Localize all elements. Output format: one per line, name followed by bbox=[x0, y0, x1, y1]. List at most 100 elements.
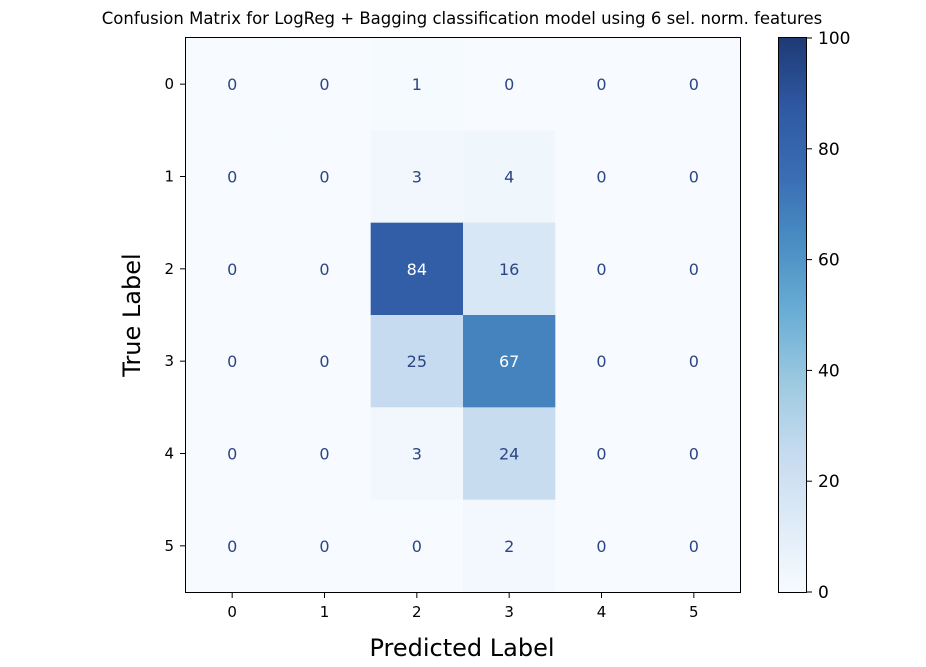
heatmap-cell bbox=[555, 315, 649, 408]
heatmap-cell bbox=[278, 315, 372, 408]
cell-value-label: 0 bbox=[596, 352, 606, 371]
x-axis-label: Predicted Label bbox=[369, 634, 554, 662]
heatmap-cell bbox=[370, 407, 464, 501]
heatmap-cell bbox=[278, 38, 372, 131]
heatmap-cell bbox=[370, 222, 464, 316]
x-tick-label: 2 bbox=[412, 603, 422, 621]
heatmap-cell bbox=[186, 38, 279, 131]
x-tick-label: 5 bbox=[689, 603, 699, 621]
y-tick-label: 0 bbox=[164, 75, 174, 93]
cell-value-label: 0 bbox=[227, 445, 237, 464]
cell-value-label: 3 bbox=[412, 168, 422, 187]
cell-value-label: 4 bbox=[504, 168, 514, 187]
heatmap-cell bbox=[370, 315, 464, 408]
heatmap-cell bbox=[647, 38, 741, 131]
cell-value-label: 1 bbox=[412, 75, 422, 94]
cell-value-label: 0 bbox=[412, 537, 422, 556]
heatmap-cell bbox=[555, 407, 649, 501]
colorbar bbox=[778, 37, 807, 593]
heatmap-cell bbox=[555, 499, 649, 593]
cell-value-label: 0 bbox=[319, 168, 329, 187]
cell-value-label: 0 bbox=[319, 352, 329, 371]
plot-frame bbox=[185, 37, 741, 593]
cell-value-label: 0 bbox=[319, 75, 329, 94]
cell-value-label: 84 bbox=[407, 260, 427, 279]
cell-value-label: 0 bbox=[596, 537, 606, 556]
cell-value-label: 0 bbox=[689, 75, 699, 94]
heatmap-cell bbox=[463, 499, 556, 593]
cell-value-label: 67 bbox=[499, 352, 519, 371]
cell-value-label: 3 bbox=[412, 445, 422, 464]
x-tick-label: 4 bbox=[597, 603, 607, 621]
heatmap-cell bbox=[463, 315, 556, 408]
cell-value-label: 0 bbox=[227, 352, 237, 371]
cell-value-label: 0 bbox=[504, 75, 514, 94]
colorbar-tick-label: 40 bbox=[818, 361, 840, 381]
heatmap-cell bbox=[647, 315, 741, 408]
heatmap-cell bbox=[186, 130, 279, 224]
colorbar-tick-label: 60 bbox=[818, 251, 840, 271]
heatmap-cell bbox=[186, 407, 279, 501]
cell-value-label: 0 bbox=[227, 75, 237, 94]
heatmap-cell bbox=[647, 499, 741, 593]
heatmap-cell bbox=[370, 38, 464, 131]
x-axis-ticks: 0 1 2 3 4 5 bbox=[227, 592, 699, 621]
heatmap-cell bbox=[278, 130, 372, 224]
heatmap-cell bbox=[278, 499, 372, 593]
cell-value-label: 0 bbox=[319, 260, 329, 279]
heatmap-cell bbox=[186, 222, 279, 316]
x-tick-label: 1 bbox=[320, 603, 330, 621]
heatmap-cell bbox=[555, 38, 649, 131]
heatmap-cell bbox=[555, 222, 649, 316]
heatmap-cell bbox=[370, 130, 464, 224]
cell-value-label: 24 bbox=[499, 445, 519, 464]
heatmap-cell bbox=[370, 499, 464, 593]
heatmap-cell bbox=[463, 222, 556, 316]
heatmap-cell bbox=[278, 407, 372, 501]
cell-value-label: 0 bbox=[689, 168, 699, 187]
y-tick-label: 5 bbox=[164, 537, 174, 555]
cell-value-label: 0 bbox=[319, 445, 329, 464]
heatmap-cell bbox=[463, 130, 556, 224]
y-tick-label: 3 bbox=[164, 352, 174, 370]
cell-value-label: 0 bbox=[319, 537, 329, 556]
cell-value-label: 0 bbox=[689, 445, 699, 464]
cell-value-label: 0 bbox=[227, 260, 237, 279]
cell-value-label: 0 bbox=[596, 445, 606, 464]
colorbar-tick-label: 20 bbox=[818, 472, 840, 492]
cell-value-label: 0 bbox=[689, 537, 699, 556]
heatmap-cell bbox=[463, 38, 556, 131]
colorbar-tick-label: 80 bbox=[818, 140, 840, 160]
cell-value-label: 0 bbox=[689, 352, 699, 371]
colorbar-tick-label: 100 bbox=[818, 29, 850, 49]
heatmap-cell bbox=[555, 130, 649, 224]
colorbar-ticks: 0 20 40 60 80 100 bbox=[806, 29, 850, 603]
heatmap-cells: 0 0 1 0 0 0 0 0 3 4 0 0 0 0 84 16 0 0 0 0 25 67 0 0 0 0 3 24 0 0 0 0 0 2 0… bbox=[186, 38, 741, 593]
heatmap-cell bbox=[647, 222, 741, 316]
cell-value-label: 0 bbox=[596, 260, 606, 279]
heatmap-cell bbox=[278, 222, 372, 316]
cell-value-label: 25 bbox=[407, 352, 427, 371]
x-tick-label: 0 bbox=[227, 603, 237, 621]
x-tick-label: 3 bbox=[504, 603, 514, 621]
heatmap-cell bbox=[647, 130, 741, 224]
cell-value-label: 0 bbox=[227, 168, 237, 187]
cell-value-label: 0 bbox=[227, 537, 237, 556]
heatmap-cell bbox=[186, 315, 279, 408]
y-axis-ticks: 0 1 2 3 4 5 bbox=[164, 75, 186, 555]
y-tick-label: 2 bbox=[164, 260, 174, 278]
y-tick-label: 4 bbox=[164, 445, 174, 463]
heatmap-cell bbox=[647, 407, 741, 501]
cell-value-label: 0 bbox=[596, 168, 606, 187]
cell-value-label: 16 bbox=[499, 260, 519, 279]
colorbar-tick-label: 0 bbox=[818, 583, 829, 603]
heatmap-cell bbox=[463, 407, 556, 501]
heatmap-cell bbox=[186, 499, 279, 593]
cell-value-label: 2 bbox=[504, 537, 514, 556]
y-tick-label: 1 bbox=[164, 168, 174, 186]
y-axis-label: True Label bbox=[118, 253, 146, 377]
cell-value-label: 0 bbox=[596, 75, 606, 94]
chart-title: Confusion Matrix for LogReg + Bagging cl… bbox=[102, 9, 822, 28]
cell-value-label: 0 bbox=[689, 260, 699, 279]
